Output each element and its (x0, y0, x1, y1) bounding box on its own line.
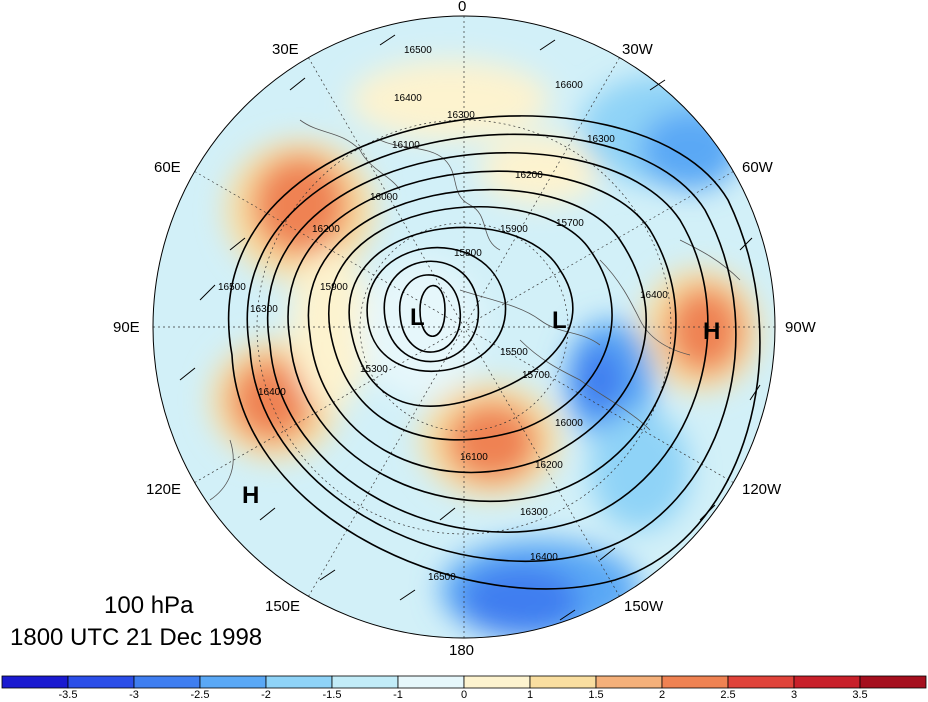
contour-label: 16300 (587, 134, 615, 145)
colorbar-tick-label: 2.5 (720, 689, 736, 701)
contour-label: 16500 (428, 572, 456, 583)
contour-label: 15900 (320, 282, 348, 293)
contour-label: 16500 (404, 45, 432, 56)
colorbar (1, 675, 927, 689)
colorbar-swatch (595, 675, 663, 689)
colorbar-tick-label: 0 (460, 689, 468, 701)
map-border (152, 15, 776, 639)
lon-label-120e: 120E (146, 481, 182, 498)
contour-label: 16400 (258, 387, 286, 398)
contour-label: 15800 (454, 248, 482, 259)
lon-label-30w: 30W (622, 41, 653, 58)
colorbar-tick-label: 3 (790, 689, 798, 701)
coastlines (209, 119, 741, 501)
datetime-title: 1800 UTC 21 Dec 1998 (10, 624, 263, 651)
colorbar-swatch (793, 675, 861, 689)
lon-label-150e: 150E (265, 598, 301, 615)
lon-label-60e: 60E (154, 159, 181, 176)
lon-label-90w: 90W (785, 319, 816, 336)
colorbar-tick-label: -2 (261, 689, 271, 701)
lon-label-120w: 120W (742, 481, 782, 498)
contour-label: 15700 (556, 218, 584, 229)
contour-label: 16500 (218, 282, 246, 293)
contour-label: 16100 (460, 452, 488, 463)
colorbar-swatch (859, 675, 927, 689)
colorbar-swatch (727, 675, 795, 689)
wind-barbs (179, 34, 761, 621)
lon-label-60w: 60W (742, 159, 773, 176)
low-center-siberia: L (410, 304, 425, 331)
colorbar-swatch (199, 675, 267, 689)
colorbar-tick-label: -3.5 (58, 689, 78, 701)
colorbar-swatch (529, 675, 597, 689)
colorbar-swatch (67, 675, 135, 689)
colorbar-swatch (331, 675, 399, 689)
contour-label: 16200 (535, 460, 563, 471)
contour-label: 15300 (360, 364, 388, 375)
colorbar-swatch (397, 675, 465, 689)
colorbar-tick-label: -1 (393, 689, 403, 701)
contour-label: 16100 (392, 140, 420, 151)
high-center-pacific: H (242, 482, 259, 509)
high-center-atlantic: H (703, 318, 720, 345)
colorbar-tick-label: 2 (658, 689, 666, 701)
contour-labels: 16500 16400 16300 16200 16100 16000 1590… (218, 45, 668, 583)
colorbar-tick-label: -3 (129, 689, 139, 701)
colorbar-swatch (265, 675, 333, 689)
contour-label: 16600 (555, 80, 583, 91)
lon-label-150w: 150W (624, 598, 664, 615)
contour-label: 16200 (312, 224, 340, 235)
colorbar-swatch (133, 675, 201, 689)
low-center-canada: L (552, 307, 567, 334)
contour-label: 16300 (447, 110, 475, 121)
pressure-level-title: 100 hPa (104, 592, 194, 619)
colorbar-tick-label: -2.5 (190, 689, 210, 701)
height-contours (228, 115, 761, 590)
colorbar-swatch (1, 675, 69, 689)
contour-label: 15900 (500, 224, 528, 235)
contour-label: 16400 (394, 93, 422, 104)
colorbar-tick-label: 1.5 (588, 689, 604, 701)
contour-label: 16300 (520, 507, 548, 518)
contour-label: 16000 (555, 418, 583, 429)
colorbar-tick-label: 1 (526, 689, 534, 701)
contour-label: 16400 (640, 290, 668, 301)
contour-label: 16400 (530, 552, 558, 563)
colorbar-tick-label: 3.5 (852, 689, 868, 701)
contour-label: 15700 (522, 370, 550, 381)
contour-label: 16300 (250, 304, 278, 315)
lon-label-180: 180 (449, 642, 475, 659)
colorbar-tick-label: -1.5 (322, 689, 342, 701)
contour-label: 15500 (500, 347, 528, 358)
colorbar-swatch (463, 675, 531, 689)
contour-label: 16200 (515, 170, 543, 181)
colorbar-swatch (661, 675, 729, 689)
contour-label: 16000 (370, 192, 398, 203)
lon-label-0: 0 (458, 0, 467, 15)
lon-label-30e: 30E (272, 41, 299, 58)
lon-label-90e: 90E (113, 319, 140, 336)
anomaly-shading (153, 16, 775, 638)
